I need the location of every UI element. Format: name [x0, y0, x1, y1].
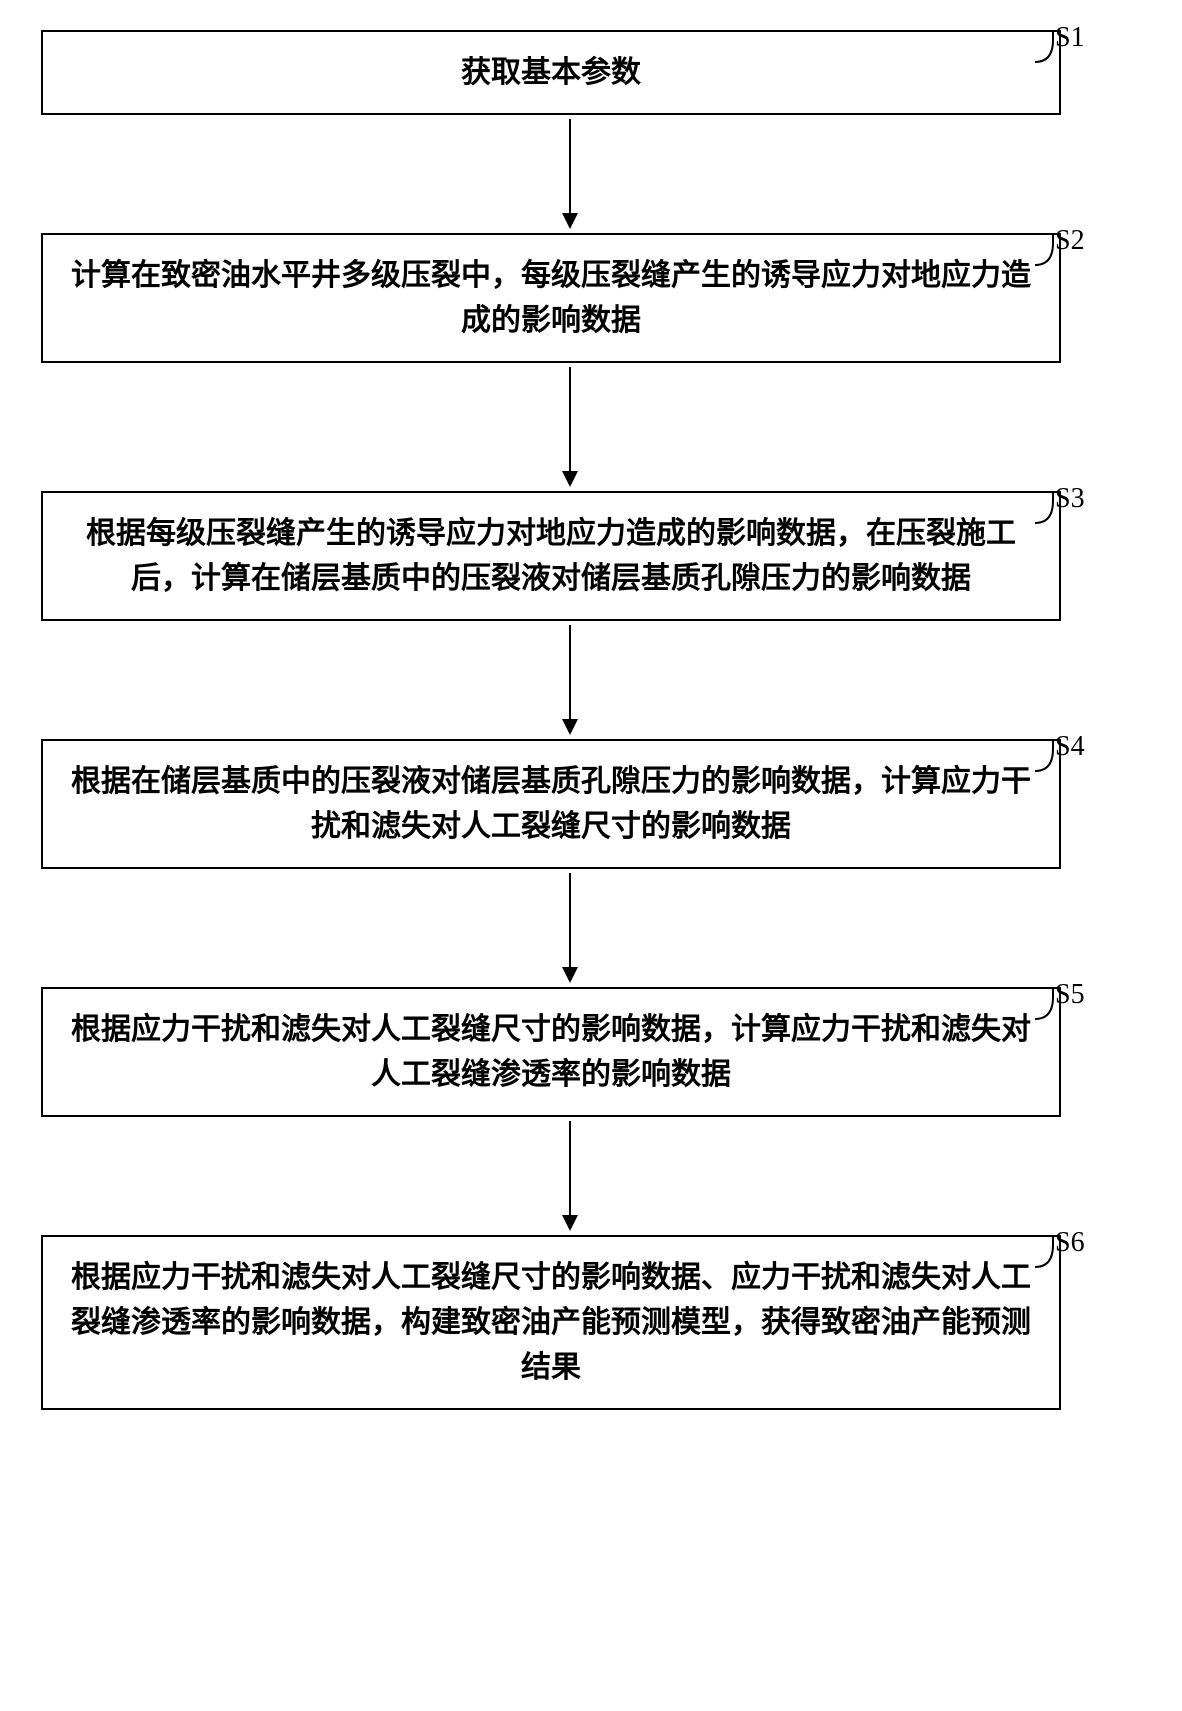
step-box: 根据每级压裂缝产生的诱导应力对地应力造成的影响数据，在压裂施工后，计算在储层基质…: [41, 491, 1061, 621]
step-text: 根据应力干扰和滤失对人工裂缝尺寸的影响数据、应力干扰和滤失对人工裂缝渗透率的影响…: [67, 1255, 1035, 1390]
step-text: 根据在储层基质中的压裂液对储层基质孔隙压力的影响数据，计算应力干扰和滤失对人工裂…: [67, 759, 1035, 849]
arrow-icon: [560, 873, 562, 983]
step-s1: 获取基本参数 S1: [41, 30, 1141, 115]
step-s2: 计算在致密油水平井多级压裂中，每级压裂缝产生的诱导应力对地应力造成的影响数据 S…: [41, 233, 1141, 363]
step-box: 计算在致密油水平井多级压裂中，每级压裂缝产生的诱导应力对地应力造成的影响数据: [41, 233, 1061, 363]
step-box: 根据应力干扰和滤失对人工裂缝尺寸的影响数据，计算应力干扰和滤失对人工裂缝渗透率的…: [41, 987, 1061, 1117]
arrow-icon: [560, 1121, 562, 1231]
step-s6: 根据应力干扰和滤失对人工裂缝尺寸的影响数据、应力干扰和滤失对人工裂缝渗透率的影响…: [41, 1235, 1141, 1410]
step-box: 根据在储层基质中的压裂液对储层基质孔隙压力的影响数据，计算应力干扰和滤失对人工裂…: [41, 739, 1061, 869]
step-label: S1: [1055, 22, 1085, 54]
arrow-icon: [560, 625, 562, 735]
arrow-icon: [560, 119, 562, 229]
step-s3: 根据每级压裂缝产生的诱导应力对地应力造成的影响数据，在压裂施工后，计算在储层基质…: [41, 491, 1141, 621]
step-label: S6: [1055, 1227, 1085, 1259]
step-s4: 根据在储层基质中的压裂液对储层基质孔隙压力的影响数据，计算应力干扰和滤失对人工裂…: [41, 739, 1141, 869]
step-s5: 根据应力干扰和滤失对人工裂缝尺寸的影响数据，计算应力干扰和滤失对人工裂缝渗透率的…: [41, 987, 1141, 1117]
step-label: S5: [1055, 979, 1085, 1011]
arrow-icon: [560, 367, 562, 487]
step-text: 计算在致密油水平井多级压裂中，每级压裂缝产生的诱导应力对地应力造成的影响数据: [67, 253, 1035, 343]
step-box: 获取基本参数: [41, 30, 1061, 115]
step-label: S2: [1055, 225, 1085, 257]
step-text: 根据应力干扰和滤失对人工裂缝尺寸的影响数据，计算应力干扰和滤失对人工裂缝渗透率的…: [67, 1007, 1035, 1097]
step-box: 根据应力干扰和滤失对人工裂缝尺寸的影响数据、应力干扰和滤失对人工裂缝渗透率的影响…: [41, 1235, 1061, 1410]
step-label: S3: [1055, 483, 1085, 515]
step-text: 获取基本参数: [461, 50, 641, 95]
flowchart-container: 获取基本参数 S1 计算在致密油水平井多级压裂中，每级压裂缝产生的诱导应力对地应…: [41, 30, 1141, 1410]
step-label: S4: [1055, 731, 1085, 763]
step-text: 根据每级压裂缝产生的诱导应力对地应力造成的影响数据，在压裂施工后，计算在储层基质…: [67, 511, 1035, 601]
